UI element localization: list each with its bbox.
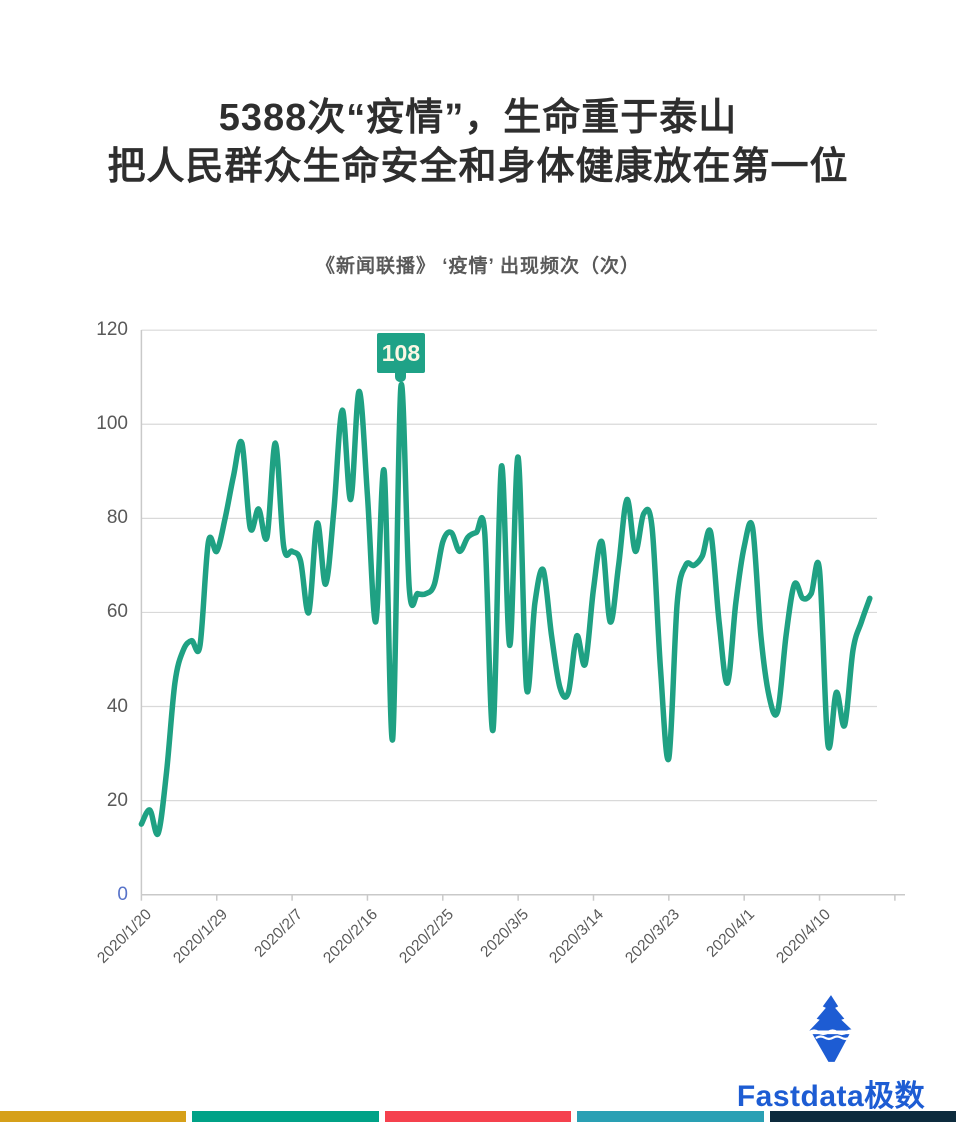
chart-subtitle: 《新闻联播》 ‘疫情’ 出现频次（次） bbox=[315, 256, 641, 277]
logo-text: Fastdata极数 bbox=[736, 1080, 926, 1113]
color-strip-segment bbox=[0, 1111, 187, 1122]
y-tick-label: 100 bbox=[96, 413, 128, 435]
color-strip-segment bbox=[577, 1111, 764, 1122]
line-chart: 0 20 40 60 80 100 120 2020/1/20 2020/1/29 2020/2… bbox=[95, 319, 905, 967]
color-strip-segment bbox=[192, 1111, 379, 1122]
y-tick-label: 0 bbox=[117, 883, 128, 905]
title-line-2: 把人民群众生命安全和身体健康放在第一位 bbox=[107, 146, 849, 188]
y-tick-label: 20 bbox=[106, 789, 128, 811]
peak-callout-value: 108 bbox=[381, 339, 421, 366]
y-tick-label: 80 bbox=[106, 507, 128, 529]
peak-callout: 108 bbox=[376, 333, 425, 373]
footer-color-strip bbox=[0, 1111, 956, 1122]
y-tick-label: 120 bbox=[96, 319, 128, 341]
iceberg-icon bbox=[808, 995, 857, 1062]
peak-callout-stem bbox=[395, 372, 407, 382]
fastdata-logo: Fastdata极数 bbox=[726, 992, 936, 1115]
color-strip-segment bbox=[384, 1111, 572, 1122]
chart-canvas bbox=[138, 329, 905, 901]
y-tick-label: 60 bbox=[106, 601, 128, 623]
page-title: 5388次“疫情”，生命重于泰山 把人民群众生命安全和身体健康放在第一位 bbox=[0, 94, 956, 192]
color-strip-segment bbox=[769, 1111, 956, 1122]
y-tick-label: 40 bbox=[106, 695, 128, 717]
title-line-1: 5388次“疫情”，生命重于泰山 bbox=[218, 97, 738, 139]
